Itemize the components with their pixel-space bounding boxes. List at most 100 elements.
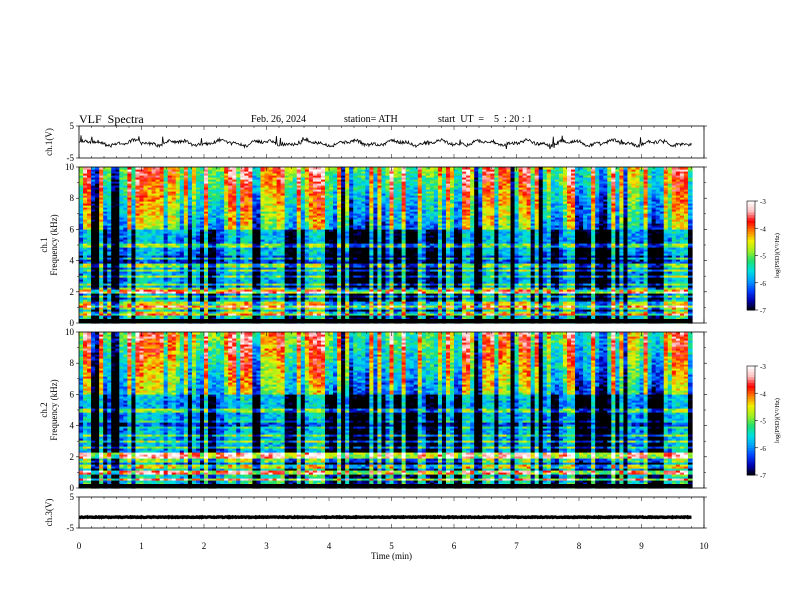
spectrogram-cell bbox=[119, 293, 124, 296]
spectrogram-cell bbox=[87, 219, 92, 222]
spectrogram-cell bbox=[87, 259, 92, 262]
spectrogram-cell bbox=[143, 283, 149, 286]
spectrogram-cell bbox=[115, 225, 120, 228]
spectrogram-cell bbox=[123, 243, 128, 246]
spectrogram-cell bbox=[107, 221, 112, 224]
spectrogram-cell bbox=[123, 173, 128, 176]
spectrogram-cell bbox=[163, 281, 169, 284]
spectrogram-cell bbox=[167, 315, 173, 318]
spectrogram-cell bbox=[155, 229, 161, 232]
spectrogram-cell bbox=[135, 223, 141, 226]
spectrogram-cell bbox=[99, 185, 104, 188]
spectrogram-cell bbox=[135, 255, 141, 258]
spectrogram-cell bbox=[151, 193, 157, 196]
spectrogram-cell bbox=[91, 185, 96, 188]
spectrogram-cell bbox=[123, 217, 128, 220]
spectrogram-cell bbox=[127, 211, 133, 214]
spectrogram-cell bbox=[111, 269, 116, 272]
spectrogram-cell bbox=[95, 215, 100, 218]
spectrogram-cell bbox=[115, 209, 120, 212]
spectrogram-cell bbox=[95, 191, 100, 194]
spectrogram-cell bbox=[159, 175, 165, 178]
spectrogram-cell bbox=[127, 317, 133, 320]
spectrogram-cell bbox=[135, 243, 141, 246]
spectrogram-cell bbox=[155, 315, 161, 318]
spectrogram-cell bbox=[83, 235, 88, 238]
spectrogram-cell bbox=[151, 205, 157, 208]
spectrogram-cell bbox=[167, 305, 173, 308]
spectrogram-cell bbox=[91, 235, 96, 238]
spectrogram-cell bbox=[99, 259, 104, 262]
spectrogram-cell bbox=[163, 179, 169, 182]
spectrogram-cell bbox=[147, 237, 153, 240]
spectrogram-cell bbox=[135, 247, 141, 250]
spectrogram-cell bbox=[159, 273, 165, 276]
spectrogram-cell bbox=[147, 249, 153, 252]
spectrogram-cell bbox=[91, 219, 96, 222]
spectrogram-cell bbox=[167, 207, 173, 210]
spectrogram-cell bbox=[143, 273, 149, 276]
spectrogram-cell bbox=[123, 281, 128, 284]
spectrogram-cell bbox=[91, 285, 96, 288]
spectrogram-cell bbox=[79, 179, 84, 182]
spectrogram-cell bbox=[119, 269, 124, 272]
spectrogram-cell bbox=[143, 211, 149, 214]
spectrogram-cell bbox=[151, 253, 157, 256]
spectrogram-cell bbox=[143, 223, 149, 226]
spectrogram-cell bbox=[147, 215, 153, 218]
spectrogram-cell bbox=[163, 315, 169, 318]
spectrogram-cell bbox=[103, 269, 108, 272]
spectrogram-cell bbox=[135, 237, 141, 240]
spectrogram-cell bbox=[131, 171, 137, 174]
spectrogram-cell bbox=[163, 279, 169, 282]
spectrogram-cell bbox=[107, 227, 112, 230]
spectrogram-cell bbox=[99, 301, 104, 304]
spectrogram-cell bbox=[123, 307, 128, 310]
spectrogram-cell bbox=[123, 201, 128, 204]
spectrogram-cell bbox=[175, 301, 181, 304]
spectrogram-cell bbox=[123, 245, 128, 248]
spectrogram-cell bbox=[131, 219, 137, 222]
spectrogram-cell bbox=[139, 281, 145, 284]
spectrogram-cell bbox=[115, 289, 120, 292]
spectrogram-cell bbox=[151, 221, 157, 224]
spectrogram-cell bbox=[107, 255, 112, 258]
spectrogram-cell bbox=[135, 295, 141, 298]
spectrogram-cell bbox=[115, 291, 120, 294]
spectrogram-cell bbox=[171, 191, 177, 194]
spectrogram-cell bbox=[79, 243, 84, 246]
spectrogram-cell bbox=[151, 291, 157, 294]
spectrogram-cell bbox=[147, 267, 153, 270]
spectrogram-cell bbox=[147, 221, 153, 224]
spectrogram-cell bbox=[115, 239, 120, 242]
spectrogram-cell bbox=[95, 317, 100, 320]
spectrogram-cell bbox=[79, 239, 84, 242]
spectrogram-cell bbox=[131, 245, 137, 248]
spectrogram-cell bbox=[155, 269, 161, 272]
spectrogram-cell bbox=[103, 259, 108, 262]
spectrogram-cell bbox=[135, 291, 141, 294]
spectrogram-cell bbox=[115, 235, 120, 238]
spectrogram-cell bbox=[79, 269, 84, 272]
spectrogram-cell bbox=[163, 285, 169, 288]
spectrogram-cell bbox=[163, 255, 169, 258]
spectrogram-cell bbox=[123, 191, 128, 194]
spectrogram-cell bbox=[147, 287, 153, 290]
spectrogram-cell bbox=[79, 183, 84, 186]
spectrogram-cell bbox=[131, 309, 137, 312]
spectrogram-cell bbox=[115, 187, 120, 190]
spectrogram-cell bbox=[115, 229, 120, 232]
spectrogram-cell bbox=[147, 277, 153, 280]
spectrogram-cell bbox=[143, 317, 149, 320]
spectrogram-cell bbox=[99, 291, 104, 294]
spectrogram-cell bbox=[139, 307, 145, 310]
spectrogram-cell bbox=[91, 233, 96, 236]
spectrogram-cell bbox=[167, 243, 173, 246]
spectrogram-cell bbox=[107, 177, 112, 180]
spectrogram-cell bbox=[95, 257, 100, 260]
spectrogram-cell bbox=[167, 191, 173, 194]
panel-ch1-waveform: 5-5ch.1(V) bbox=[44, 121, 707, 163]
spectrogram-cell bbox=[99, 167, 104, 170]
spectrogram-cell bbox=[143, 171, 149, 174]
spectrogram-cell bbox=[143, 281, 149, 284]
